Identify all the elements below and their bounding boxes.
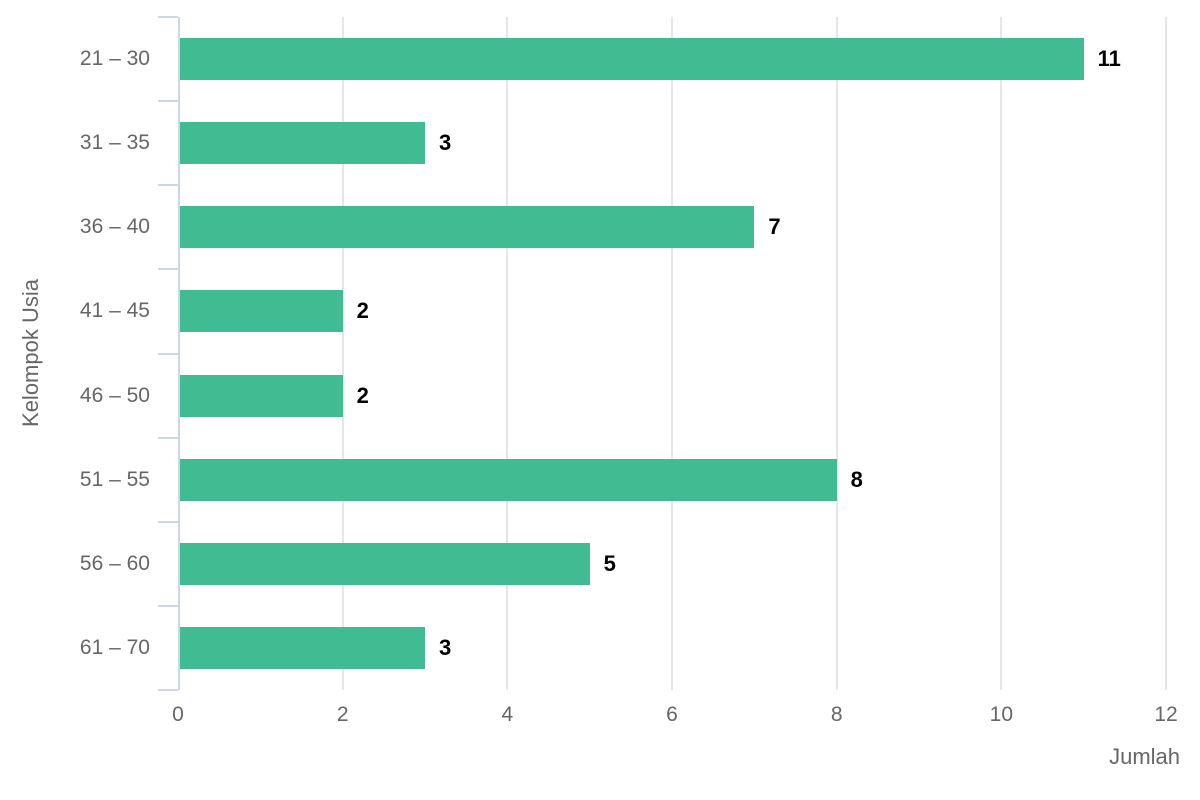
category-axis-tick (158, 268, 178, 270)
data-label: 2 (356, 298, 369, 324)
gridline (506, 17, 509, 690)
category-label: 56 – 60 (79, 551, 150, 575)
category-label: 31 – 35 (79, 131, 150, 155)
category-label: 41 – 45 (79, 299, 150, 323)
bar (180, 290, 343, 333)
data-label: 7 (768, 214, 781, 240)
category-label: 21 – 30 (79, 47, 150, 71)
category-label: 46 – 50 (79, 383, 150, 407)
data-label: 11 (1097, 46, 1121, 72)
bar (180, 122, 425, 165)
category-axis-tick (158, 353, 178, 355)
data-label: 2 (356, 382, 369, 408)
bar (180, 206, 755, 249)
category-axis-tick (158, 16, 178, 18)
x-axis-tick-label: 8 (830, 703, 843, 726)
gridline (1000, 17, 1003, 690)
gridline (341, 17, 344, 690)
bar (180, 374, 343, 417)
category-axis-tick (158, 521, 178, 523)
bar (180, 542, 590, 585)
x-axis-tick-label: 6 (666, 703, 678, 726)
data-label: 3 (439, 634, 452, 660)
x-axis-tick-label: 2 (336, 703, 349, 726)
category-axis-tick (158, 689, 178, 691)
bar (180, 626, 425, 669)
category-label: 36 – 40 (79, 215, 150, 239)
data-label: 8 (850, 466, 863, 492)
gridline (671, 17, 673, 690)
bar (180, 38, 1084, 81)
x-axis-tick-label: 12 (1154, 703, 1178, 726)
category-axis-tick (158, 437, 178, 439)
category-label: 51 – 55 (79, 467, 150, 491)
x-axis-title: Jumlah (1109, 744, 1180, 769)
gridline (1165, 17, 1167, 690)
category-axis-tick (158, 184, 178, 186)
gridline (835, 17, 838, 690)
data-label: 5 (603, 550, 616, 576)
category-axis-line (178, 17, 180, 690)
category-axis-tick (158, 605, 178, 607)
plot-area: 11 3 7 2 2 8 5 3 (158, 16, 1167, 691)
x-axis-tick-label: 4 (501, 703, 514, 726)
data-label: 3 (439, 130, 452, 156)
x-axis-tick-label: 0 (172, 703, 184, 726)
bar (180, 458, 837, 501)
x-axis-tick-label: 10 (989, 703, 1014, 726)
category-axis-tick (158, 100, 178, 102)
category-label: 61 – 70 (79, 635, 150, 659)
